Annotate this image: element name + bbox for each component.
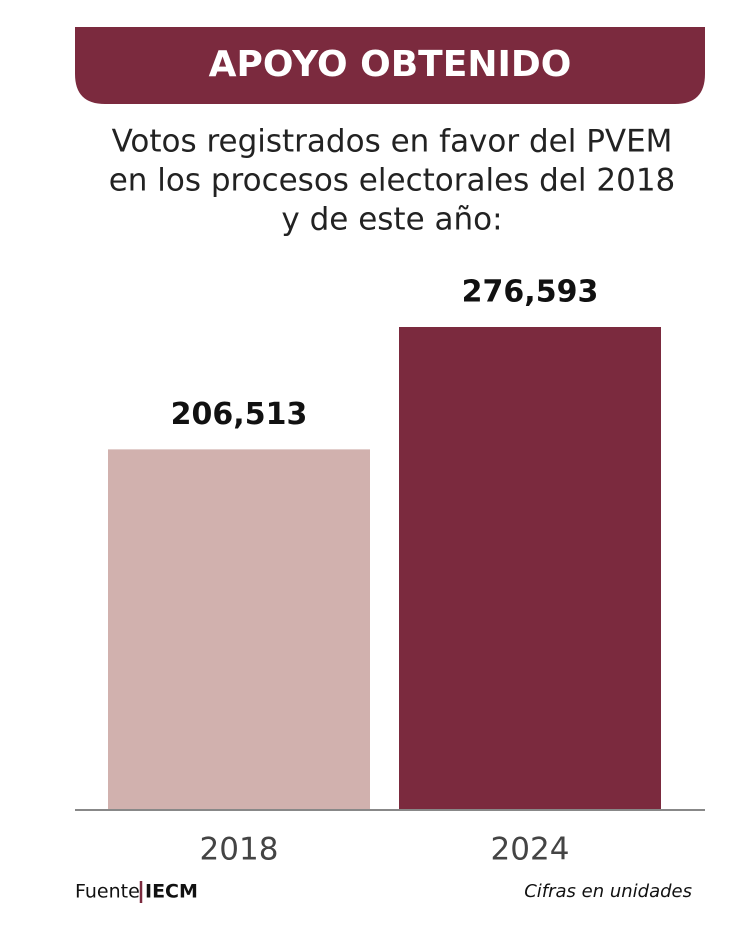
subtitle-line: Votos registrados en favor del PVEM: [112, 124, 673, 160]
value-label: 206,513: [171, 397, 308, 432]
subtitle-line: y de este año:: [281, 202, 502, 238]
bar: [399, 327, 661, 810]
subtitle-line: en los procesos electorales del 2018: [109, 163, 676, 199]
source-label: Fuente: [75, 881, 140, 903]
x-tick-label: 2018: [200, 832, 279, 868]
note: Cifras en unidades: [524, 881, 692, 902]
source: IECM: [145, 881, 198, 903]
header-band: [75, 27, 705, 104]
bar: [108, 449, 370, 810]
plot-area: 206,513 2018 276,593 2024: [108, 275, 661, 868]
x-tick-label: 2024: [491, 832, 570, 868]
chart-title: APOYO OBTENIDO: [209, 44, 572, 85]
value-label: 276,593: [462, 275, 599, 310]
